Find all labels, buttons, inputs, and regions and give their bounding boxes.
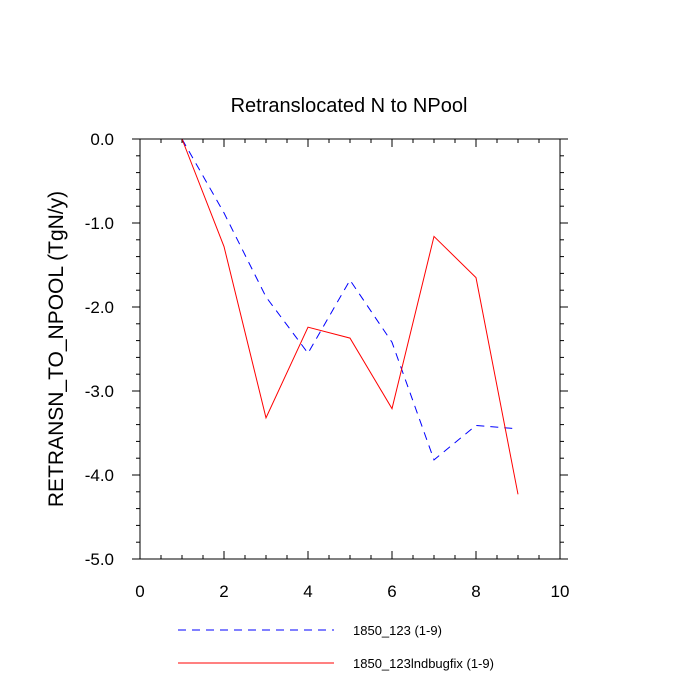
x-tick-label: 6 xyxy=(387,582,396,601)
legend-label-2: 1850_123lndbugfix (1-9) xyxy=(353,656,494,671)
y-tick-label: -4.0 xyxy=(85,466,114,485)
x-tick-label: 10 xyxy=(551,582,570,601)
legend: 1850_123 (1-9) 1850_123lndbugfix (1-9) xyxy=(178,623,494,671)
y-tick-label: -3.0 xyxy=(85,382,114,401)
legend-label-1: 1850_123 (1-9) xyxy=(353,623,442,638)
y-tick-label: -2.0 xyxy=(85,298,114,317)
plot-frame xyxy=(139,138,561,560)
x-tick-label: 8 xyxy=(471,582,480,601)
y-axis-label: RETRANSN_TO_NPOOL (TgN/y) xyxy=(45,191,68,507)
y-tick-label: 0.0 xyxy=(90,130,114,149)
x-tick-label: 0 xyxy=(135,582,144,601)
y-tick-label: -1.0 xyxy=(85,214,114,233)
x-tick-label: 4 xyxy=(303,582,312,601)
chart-title: Retranslocated N to NPool xyxy=(231,95,468,117)
x-tick-label: 2 xyxy=(219,582,228,601)
series-lines xyxy=(181,138,519,495)
series-line-2 xyxy=(181,138,519,495)
y-tick-label: -5.0 xyxy=(85,550,114,569)
axis-ticks: 0 2 4 6 8 10 0.0 -1.0 -2.0 -3.0 -4.0 -5.0 xyxy=(85,130,570,601)
series-line-1 xyxy=(181,138,519,461)
